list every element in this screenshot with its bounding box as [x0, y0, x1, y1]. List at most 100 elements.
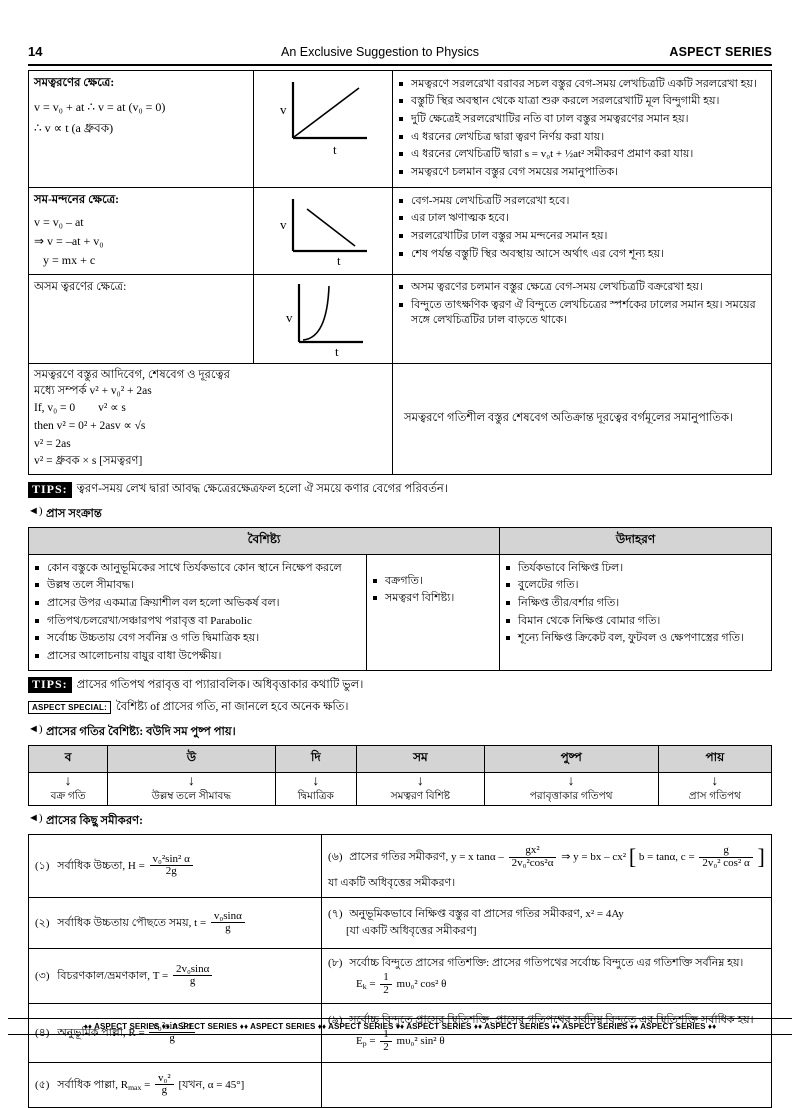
- uniform-retard-points-cell: বেগ-সময় লেখচিত্রটি সরলরেখা হবে। এর ঢাল …: [392, 187, 772, 275]
- equation-8-rhs: mυ₀² cos² θ: [396, 978, 447, 991]
- section-title: প্রাস সংক্রান্ত: [46, 508, 102, 521]
- equation-5-label: সর্বাধিক পাল্লা, Rmax =: [57, 1078, 151, 1092]
- table-row: (৩) বিচরণকাল/ভ্রমণকাল, T = 2v₀sinα g (৮)…: [28, 947, 772, 1004]
- table-header-row: বৈশিষ্ট্য উদাহরণ: [28, 527, 772, 556]
- list-item: প্রাসের আলোচনায় বায়ুর বাধা উপেক্ষীয়।: [34, 649, 364, 664]
- section-marker-icon: ◄): [28, 722, 43, 735]
- nonuniform-accel-left-cell: অসম ত্বরণের ক্ষেত্রে:: [28, 273, 254, 364]
- list-item: সর্বোচ্চ উচ্চতায় বেগ সর্বনিম্ন ও গতি দ্…: [34, 631, 364, 646]
- mnemonic-value-0: বক্র গতি: [50, 790, 86, 802]
- equation-9-number: (৯): [328, 1013, 343, 1026]
- equation-9-equals: =: [369, 1035, 376, 1048]
- page-number: 14: [28, 44, 43, 59]
- mnemonic-key-4: পুষ্প: [483, 744, 659, 773]
- equation-3-fraction: 2v₀sinα g: [172, 963, 213, 988]
- table-row: (১) সর্বাধিক উচ্চতা, H = v₀²sin² α 2g (৬…: [28, 833, 772, 898]
- equation-7-cell: (৭) অনুভূমিকভাবে নিক্ষিপ্ত বস্তুর বা প্র…: [321, 896, 772, 949]
- uniform-accel-heading: সমত্বরণের ক্ষেত্রে:: [34, 77, 115, 89]
- list-item: সমত্বরণ বিশিষ্ট্য।: [372, 591, 494, 606]
- list-item: বক্রগতি।: [372, 574, 494, 589]
- table-row: ↓ বক্র গতি ↓ উল্লম্ব তলে সীমাবদ্ধ ↓ দ্বি…: [27, 771, 773, 806]
- equation-6-cell: (৬) প্রাসের গতির সমীকরণ, y = x tanα – gx…: [321, 833, 772, 898]
- equation-8-number: (৮): [328, 956, 343, 969]
- list-item: শেষ পর্যন্ত বস্তুটি স্থির অবস্থায় আসে অ…: [398, 247, 766, 262]
- section-marker-icon: ◄): [28, 811, 43, 824]
- equation-2-label: সর্বাধিক উচ্চতায় পৌছতে সময়, t =: [57, 916, 207, 929]
- list-item: কোন বস্তুকে আনুভূমিকের সাথে তির্যকভাবে ক…: [34, 561, 364, 576]
- equation-7-line-1: (৭) অনুভূমিকভাবে নিক্ষিপ্ত বস্তুর বা প্র…: [328, 906, 765, 923]
- list-item: বিন্দুতে তাৎক্ষণিক ত্বরণ ঐ বিন্দুতে লেখচ…: [398, 298, 766, 328]
- table-header-row: ব উ দি সম পুষ্প পায়: [27, 744, 773, 773]
- uniform-retard-left-cell: সম-মন্দনের ক্ষেত্রে: v = v₀ – at ⇒ v = –…: [28, 187, 254, 275]
- relation-statement-cell: সমত্বরণে গতিশীল বস্তুর শেষবেগ অতিক্রান্ত…: [392, 362, 772, 476]
- mnemonic-value-1: উল্লম্ব তলে সীমাবদ্ধ: [151, 790, 232, 802]
- mnemonic-value-2: দ্বিমাত্রিক: [297, 790, 334, 802]
- equation-3-number: (৩): [35, 969, 50, 982]
- equation-1-cell: (১) সর্বাধিক উচ্চতা, H = v₀²sin² α 2g: [28, 833, 322, 898]
- equation-8-line-1: (৮) সর্বোচ্চ বিন্দুতে প্রাসের গতিশক্তি: …: [328, 955, 765, 972]
- equation-2-cell: (২) সর্বাধিক উচ্চতায় পৌছতে সময়, t = v₀…: [28, 896, 322, 949]
- list-item: এর ঢাল ঋণাত্মক হবে।: [398, 211, 766, 226]
- nonuniform-accel-graph-cell: v t: [253, 273, 393, 364]
- list-item: শূন্যে নিক্ষিপ্ত ক্রিকেট বল, ফুটবল ও ক্ষ…: [505, 631, 766, 646]
- table-row: সমত্বরণের ক্ষেত্রে: v = v₀ + at ∴ v = at…: [28, 70, 772, 188]
- page-footer: ♦♦ ASPECT SERIES ♦♦ ASPECT SERIES ♦♦ ASP…: [0, 1018, 800, 1035]
- list-item: গতিপথ/চলরেখা/সঞ্চারপথ পরাবৃত্ত বা Parabo…: [34, 614, 364, 629]
- svg-text:t: t: [337, 253, 341, 267]
- equation-6-den-2: 2v₀² cos² α: [702, 856, 750, 869]
- list-item: অসম ত্বরণের চলমান বস্তুর ক্ষেত্রে বেগ-সম…: [398, 280, 766, 295]
- mnemonic-key-0: ব: [27, 744, 109, 773]
- nonuniform-accel-points-cell: অসম ত্বরণের চলমান বস্তুর ক্ষেত্রে বেগ-সম…: [392, 273, 772, 364]
- relation-line-1: সমত্বরণে বস্তুর আদিবেগ, শেষবেগ ও দূরত্বে…: [34, 368, 230, 381]
- table-row: কোন বস্তুকে আনুভূমিকের সাথে তির্যকভাবে ক…: [28, 554, 772, 671]
- equation-6-bracket-label: b = tanα, c =: [638, 851, 695, 863]
- down-arrow-icon: ↓: [187, 773, 195, 789]
- equation-9-lhs: E: [356, 1035, 363, 1048]
- uniform-retard-eq-2: ⇒ v = –at + v₀: [34, 234, 104, 249]
- down-arrow-icon: ↓: [312, 773, 320, 789]
- equation-8-subscript: k: [362, 982, 367, 992]
- relation-formulas-cell: সমত্বরণে বস্তুর আদিবেগ, শেষবেগ ও দূরত্বে…: [28, 362, 393, 476]
- column-header-features: বৈশিষ্ট্য: [28, 527, 500, 556]
- motion-graphs-table: সমত্বরণের ক্ষেত্রে: v = v₀ + at ∴ v = at…: [28, 70, 772, 476]
- down-arrow-icon: ↓: [567, 773, 575, 789]
- equation-1-label: সর্বাধিক উচ্চতা, H =: [57, 859, 145, 872]
- list-item: বেগ-সময় লেখচিত্রটি সরলরেখা হবে।: [398, 194, 766, 209]
- nonuniform-accel-points-list: অসম ত্বরণের চলমান বস্তুর ক্ষেত্রে বেগ-সম…: [398, 280, 766, 328]
- list-item: এ ধরনের লেখচিত্র দ্বারা ত্বরণ নির্ণয় কর…: [398, 130, 766, 145]
- list-item: উল্লম্ব তলে সীমাবদ্ধ।: [34, 578, 364, 593]
- equation-1-number: (১): [35, 859, 50, 872]
- mnemonic-key-1: উ: [107, 744, 276, 773]
- header-divider: [28, 64, 772, 66]
- table-row: সম-মন্দনের ক্ষেত্রে: v = v₀ – at ⇒ v = –…: [28, 187, 772, 275]
- equation-6-fraction-2: g 2v₀² cos² α: [699, 845, 753, 869]
- list-item: সরলরেখাটির ঢাল বস্তুর সম মন্দনের সমান হয…: [398, 229, 766, 244]
- relation-line-2: মধ্যে সম্পর্ক v² + v₀² + 2as: [34, 385, 152, 398]
- page-title: An Exclusive Suggestion to Physics: [280, 45, 480, 59]
- features-col1-cell: কোন বস্তুকে আনুভূমিকের সাথে তির্যকভাবে ক…: [28, 554, 367, 671]
- list-item: বস্তুটি স্থির অবস্থান থেকে যাত্রা শুরু ক…: [398, 94, 766, 109]
- down-arrow-icon: ↓: [711, 773, 719, 789]
- svg-text:v: v: [280, 217, 287, 232]
- equation-1-fraction: v₀²sin² α 2g: [149, 853, 193, 878]
- list-item: সমত্বরণে সরলরেখা বরাবর সচল বস্তুর বেগ-সম…: [398, 77, 766, 92]
- equation-2-number: (২): [35, 916, 50, 929]
- uniform-accel-graph-cell: v t: [253, 70, 393, 188]
- velocity-time-straight-increasing-graph: v t: [280, 82, 367, 157]
- equation-7-number: (৭): [328, 908, 343, 921]
- tips-text: ত্বরণ-সময় লেখ দ্বারা আবদ্ধ ক্ষেত্রেরক্ষ…: [76, 483, 448, 496]
- equation-9-den: 2: [383, 1041, 389, 1053]
- equation-4-numerator: v₀²sin 2α: [149, 1020, 195, 1034]
- features-list-1: কোন বস্তুকে আনুভূমিকের সাথে তির্যকভাবে ক…: [34, 561, 364, 665]
- table-row: (৫) সর্বাধিক পাল্লা, Rmax = v₀² g [যখন, …: [28, 1061, 772, 1108]
- tips-badge: TIPS:: [28, 481, 72, 498]
- mnemonic-value-cell-3: ↓ সমত্বরণ বিশিষ্ট: [356, 771, 485, 806]
- equation-9-text: সর্বোচ্চ বিন্দুতে প্রাসের স্থিতিশক্তি: প…: [349, 1013, 754, 1026]
- equation-2-denominator: g: [225, 922, 231, 935]
- examples-cell: তির্যকভাবে নিক্ষিপ্ত ঢিল। বুলেটের গতি। ন…: [499, 554, 772, 671]
- equation-7-text: অনুভূমিকভাবে নিক্ষিপ্ত বস্তুর বা প্রাসের…: [349, 908, 624, 921]
- mnemonic-value-cell-1: ↓ উল্লম্ব তলে সীমাবদ্ধ: [107, 771, 276, 806]
- footer-series-strip: ♦♦ ASPECT SERIES ♦♦ ASPECT SERIES ♦♦ ASP…: [83, 1022, 717, 1031]
- equation-8-equals: =: [369, 978, 376, 991]
- svg-text:t: t: [335, 344, 339, 358]
